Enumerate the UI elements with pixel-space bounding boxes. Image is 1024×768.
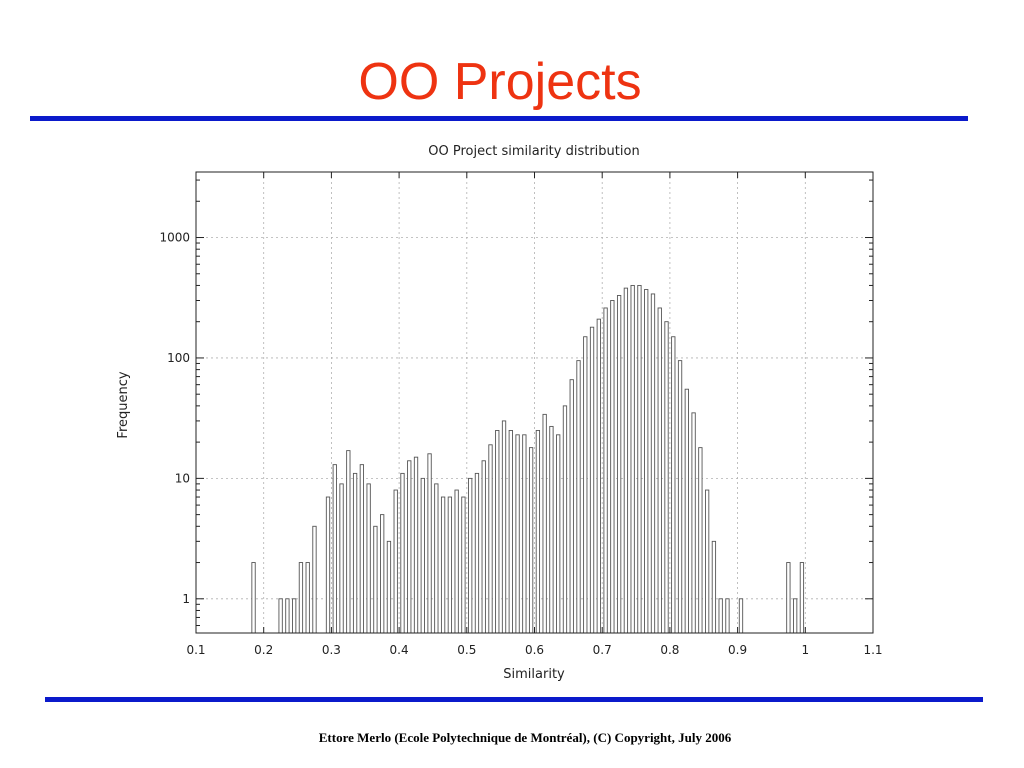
histogram-bar xyxy=(373,525,378,634)
histogram-bar xyxy=(650,293,656,634)
histogram-bar xyxy=(704,489,710,634)
x-axis-label: Similarity xyxy=(503,667,565,682)
histogram-bar xyxy=(542,413,547,634)
histogram-bar xyxy=(366,483,371,634)
histogram-bar xyxy=(657,307,662,634)
footer-copyright: Ettore Merlo (Ecole Polytechnique de Mon… xyxy=(318,730,732,745)
y-tick-label: 10 xyxy=(175,471,190,485)
histogram-bar xyxy=(799,562,805,634)
histogram-bar xyxy=(434,483,439,634)
slide-title: OO Projects xyxy=(358,53,642,111)
histogram-bar xyxy=(725,598,730,634)
x-tick-label: 0.1 xyxy=(186,643,205,657)
histogram-bar xyxy=(292,598,297,634)
histogram-bar xyxy=(386,540,392,634)
y-tick-label: 1 xyxy=(182,592,190,606)
histogram-bar xyxy=(515,434,520,634)
histogram-bar xyxy=(711,540,717,634)
histogram-bar xyxy=(698,447,703,634)
histogram-bar xyxy=(352,472,358,634)
histogram-bar xyxy=(501,420,507,634)
histogram-bar xyxy=(718,598,723,634)
x-tick-label: 0.6 xyxy=(525,643,544,657)
histogram-bar xyxy=(644,289,649,634)
histogram-bar xyxy=(528,447,534,634)
histogram-bar xyxy=(562,405,568,634)
histogram-bar xyxy=(420,477,425,634)
y-tick-label: 1000 xyxy=(159,231,190,245)
histogram-bar xyxy=(495,430,500,634)
histogram-bar xyxy=(623,287,629,634)
histogram-bar xyxy=(616,295,622,634)
histogram-bar xyxy=(346,450,351,634)
histogram-bar xyxy=(407,460,412,634)
histogram-bar xyxy=(691,412,696,634)
histogram-bar xyxy=(671,336,676,634)
histogram-bar xyxy=(603,307,608,634)
histogram-bar xyxy=(461,496,466,634)
histogram-bar xyxy=(677,360,683,634)
x-tick-label: 0.5 xyxy=(457,643,476,657)
histogram-bar xyxy=(596,318,601,634)
histogram-bar xyxy=(298,562,304,634)
chart-title: OO Project similarity distribution xyxy=(428,144,639,159)
histogram-bar xyxy=(285,598,290,634)
histogram-bar xyxy=(468,477,473,634)
histogram-bar xyxy=(786,562,791,634)
histogram-bar xyxy=(393,489,398,634)
histogram-bar xyxy=(522,434,527,634)
histogram-bar xyxy=(535,430,541,634)
grid-lines xyxy=(196,172,873,633)
x-tick-label: 0.9 xyxy=(728,643,747,657)
histogram-bar xyxy=(793,598,798,634)
histogram-bar xyxy=(610,300,615,634)
histogram-bar xyxy=(325,496,331,634)
axis-ticks: 0.1 0.2 0.3 0.4 0.5 0.6 0.7 0.8 0.9 1 1.1 1 10 100 100… xyxy=(159,172,883,657)
similarity-histogram-chart: OO Project similarity distribution 0.1 0.… xyxy=(116,144,883,682)
y-axis-label: Frequency xyxy=(116,371,131,438)
footer-divider xyxy=(45,697,983,702)
histogram-bar xyxy=(359,464,365,634)
histogram-bar xyxy=(576,360,581,634)
histogram-bar xyxy=(339,483,344,634)
x-tick-label: 1.1 xyxy=(863,643,882,657)
x-tick-label: 0.8 xyxy=(660,643,679,657)
histogram-bar xyxy=(454,489,459,634)
histogram-bar xyxy=(738,598,744,634)
x-tick-label: 1 xyxy=(801,643,809,657)
x-tick-label: 0.7 xyxy=(593,643,612,657)
histogram-bar xyxy=(332,464,337,634)
histogram-bar xyxy=(427,453,432,634)
histogram-bar xyxy=(447,496,453,634)
histogram-bar xyxy=(664,321,669,634)
histogram-bar xyxy=(413,456,419,634)
histogram-bar xyxy=(549,425,554,634)
histogram-bar xyxy=(474,472,480,634)
x-tick-label: 0.4 xyxy=(390,643,409,657)
histogram-bar xyxy=(481,460,486,634)
x-tick-label: 0.2 xyxy=(254,643,273,657)
histogram-bar xyxy=(637,284,642,634)
histogram-bar xyxy=(251,562,256,634)
histogram-bar xyxy=(583,336,588,634)
x-tick-label: 0.3 xyxy=(322,643,341,657)
histogram-bar xyxy=(400,472,405,634)
histogram-bar xyxy=(630,284,635,634)
histogram-bar xyxy=(380,514,385,634)
histogram-bar xyxy=(556,434,561,634)
histogram-bar xyxy=(278,598,283,634)
bars xyxy=(251,284,805,634)
y-tick-label: 100 xyxy=(167,351,190,365)
histogram-bar xyxy=(440,496,446,634)
histogram-bar xyxy=(589,326,595,634)
histogram-bar xyxy=(488,444,493,634)
title-divider xyxy=(30,116,968,121)
histogram-bar xyxy=(312,525,317,634)
histogram-bar xyxy=(569,379,574,634)
histogram-bar xyxy=(508,430,513,634)
histogram-bar xyxy=(684,388,689,634)
histogram-bar xyxy=(305,562,310,634)
